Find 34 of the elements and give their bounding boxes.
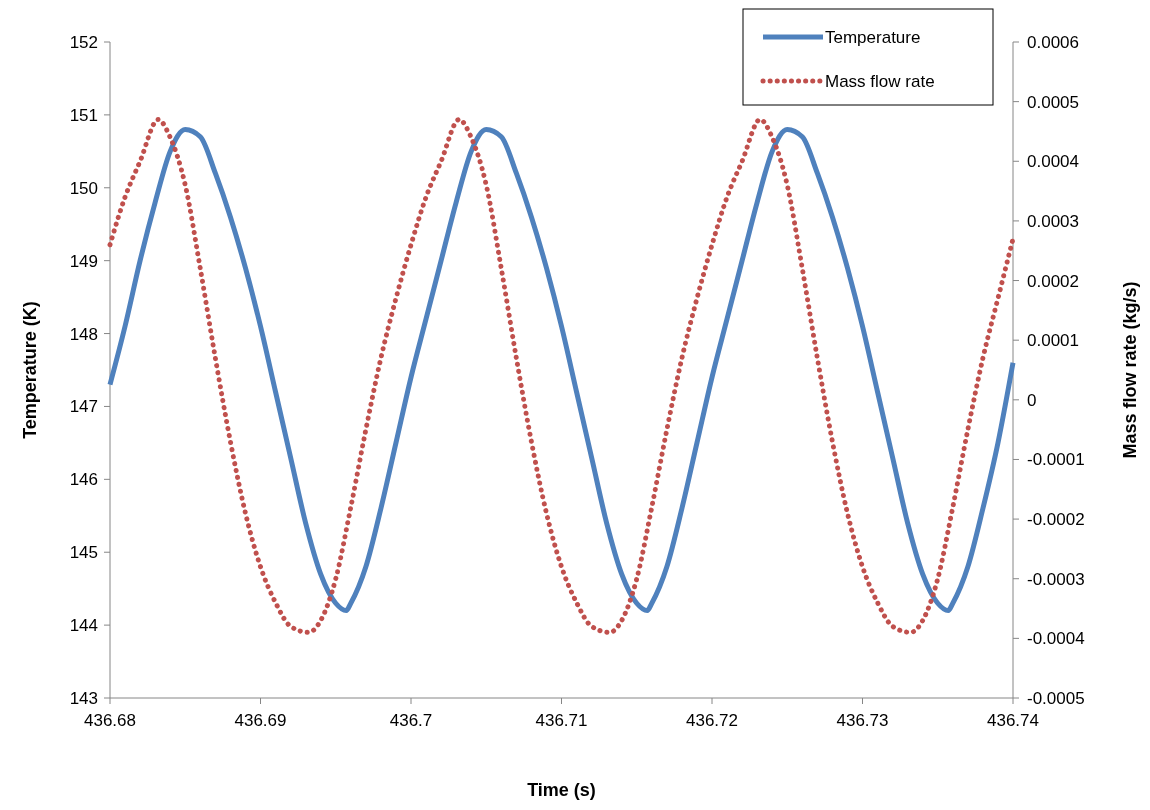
y-tick-label: 146 xyxy=(69,470,98,490)
x-tick-label: 436.69 xyxy=(234,711,287,730)
y-tick-label: 145 xyxy=(69,543,98,563)
y-tick-label: 147 xyxy=(69,397,98,417)
y-axis-title: Temperature (K) xyxy=(20,301,40,439)
y-tick-label: 152 xyxy=(69,33,98,52)
y2-tick-label: 0.0002 xyxy=(1027,271,1079,291)
x-tick-label: 436.71 xyxy=(535,711,588,730)
y2-tick-label: -0.0003 xyxy=(1027,569,1085,589)
y-tick-label: 150 xyxy=(69,178,98,198)
y2-tick-label: -0.0004 xyxy=(1027,629,1085,649)
y2-tick-label: -0.0001 xyxy=(1027,450,1085,470)
y2-tick-label: 0.0005 xyxy=(1027,92,1079,112)
y2-tick-label: 0 xyxy=(1027,390,1037,410)
x-tick-label: 436.73 xyxy=(836,711,889,730)
x-tick-label: 436.74 xyxy=(987,711,1039,730)
x-tick-label: 436.7 xyxy=(389,711,433,730)
legend-label: Mass flow rate xyxy=(825,72,935,91)
y2-tick-label: 0.0006 xyxy=(1027,33,1079,52)
y-tick-label: 148 xyxy=(69,324,98,344)
y2-axis-title: Mass flow rate (kg/s) xyxy=(1120,281,1140,459)
y2-tick-label: 0.0001 xyxy=(1027,331,1079,351)
y-tick-label: 149 xyxy=(69,251,98,271)
y-tick-label: 144 xyxy=(69,616,98,636)
y-tick-label: 151 xyxy=(69,105,98,125)
y-tick-label: 143 xyxy=(69,689,98,708)
y2-tick-label: 0.0004 xyxy=(1027,152,1079,172)
legend-label: Temperature xyxy=(825,28,921,47)
y2-tick-label: 0.0003 xyxy=(1027,211,1079,231)
x-axis-title: Time (s) xyxy=(527,780,596,800)
y2-tick-label: -0.0005 xyxy=(1027,689,1085,708)
x-tick-label: 436.72 xyxy=(686,711,738,730)
y2-tick-label: -0.0002 xyxy=(1027,510,1085,530)
x-tick-label: 436.68 xyxy=(84,711,136,730)
